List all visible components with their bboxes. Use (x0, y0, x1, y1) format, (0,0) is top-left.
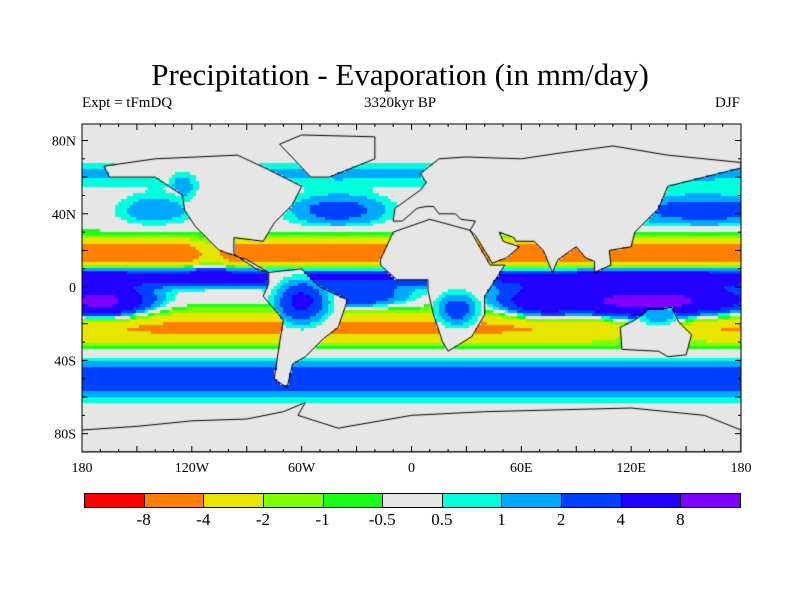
season-label: DJF (714, 95, 740, 111)
colorbar-label: 1 (497, 510, 506, 529)
x-tick-label: 180 (731, 461, 752, 476)
colorbar-swatch (143, 493, 205, 508)
colorbar-swatch (680, 493, 741, 508)
y-tick-label: 80N (52, 134, 76, 149)
colorbar-swatch (561, 493, 622, 508)
period-label: 3320kyr BP (363, 95, 437, 111)
experiment-label: Expt = tFmDQ (82, 95, 173, 111)
colorbar-swatch (501, 493, 563, 508)
colorbar-swatch (262, 493, 324, 508)
colorbar-label: -4 (196, 510, 211, 529)
colorbar-label: 4 (616, 510, 625, 529)
x-tick-label: 60W (288, 461, 316, 476)
x-tick-label: 60E (510, 461, 533, 476)
x-tick-label: 120W (175, 461, 210, 476)
colorbar-swatch (84, 493, 145, 508)
precip-evap-map (82, 124, 741, 452)
colorbar-label: 2 (556, 510, 566, 529)
y-tick-label: 40N (52, 208, 76, 223)
colorbar-swatch (203, 493, 264, 508)
y-tick-label: 0 (69, 281, 76, 296)
colorbar-label: 8 (676, 510, 685, 529)
colorbar-label: -2 (255, 510, 270, 529)
colorbar-label: 0.5 (431, 510, 453, 529)
colorbar-label: -0.5 (368, 510, 396, 529)
colorbar-swatch (441, 493, 503, 508)
plot-title: Precipitation - Evaporation (in mm/day) (151, 57, 649, 92)
colorbar-swatch (382, 493, 443, 508)
colorbar-swatch (620, 493, 682, 508)
x-tick-label: 120E (616, 461, 646, 476)
map-frame (81, 123, 742, 453)
colorbar-swatch (322, 493, 384, 508)
y-tick-label: 40S (54, 354, 76, 369)
x-tick-label: 0 (408, 461, 415, 476)
x-tick-label: 180 (72, 461, 93, 476)
y-tick-label: 80S (54, 428, 76, 443)
colorbar-label: -1 (315, 510, 330, 529)
colorbar-label: -8 (136, 510, 151, 529)
